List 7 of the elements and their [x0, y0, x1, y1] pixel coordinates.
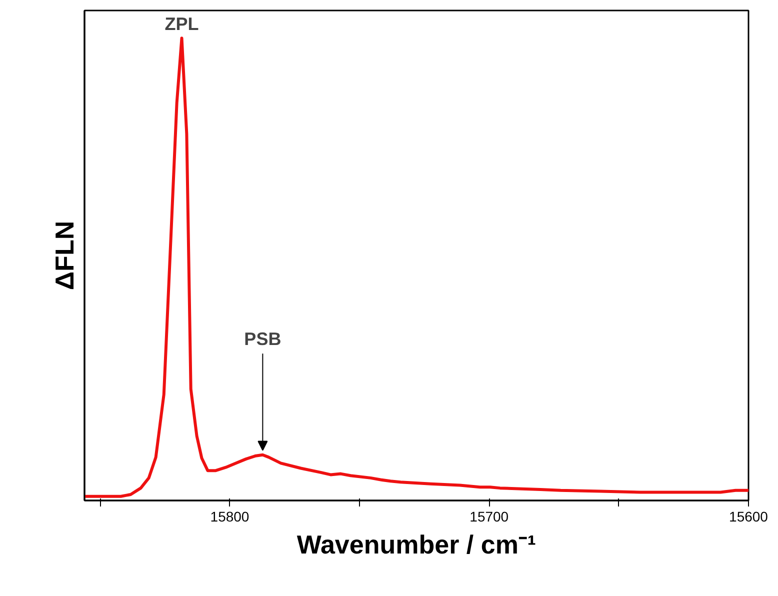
- x-tick-label: 15800: [210, 508, 250, 524]
- y-axis-title: ΔFLN: [50, 220, 80, 290]
- x-axis-title: Wavenumber / cm⁻¹: [296, 530, 536, 560]
- annotation: ZPL: [164, 14, 199, 34]
- annotation: PSB: [244, 328, 282, 349]
- x-tick-label: 15700: [470, 508, 509, 524]
- x-tick-label: 15600: [729, 508, 768, 524]
